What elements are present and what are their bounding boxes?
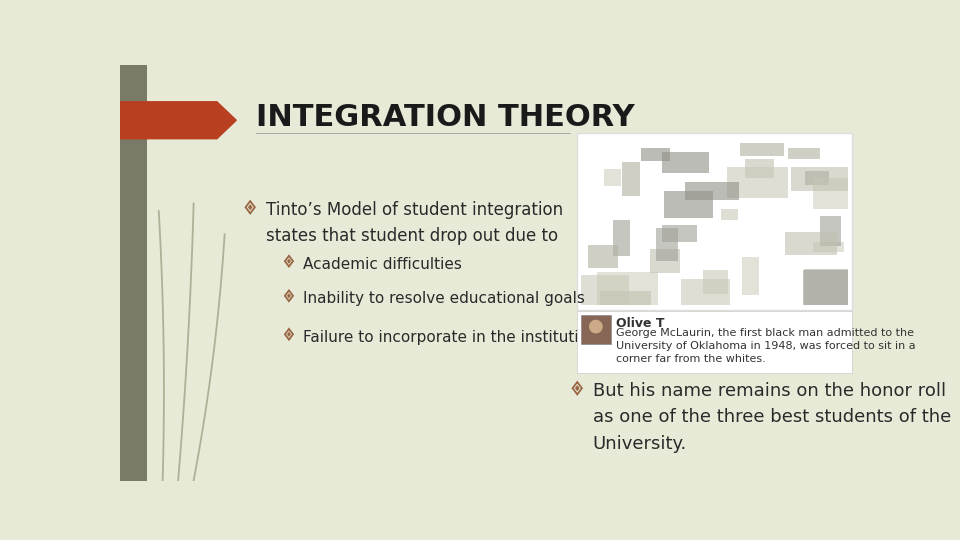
Polygon shape xyxy=(120,102,236,139)
FancyBboxPatch shape xyxy=(681,279,731,305)
FancyBboxPatch shape xyxy=(740,143,783,156)
FancyBboxPatch shape xyxy=(788,147,821,159)
FancyBboxPatch shape xyxy=(791,167,848,191)
FancyBboxPatch shape xyxy=(641,148,670,161)
FancyBboxPatch shape xyxy=(684,181,739,200)
Text: Tinto’s Model of student integration
states that student drop out due to: Tinto’s Model of student integration sta… xyxy=(266,201,563,246)
FancyBboxPatch shape xyxy=(813,242,844,252)
FancyBboxPatch shape xyxy=(703,271,728,294)
FancyBboxPatch shape xyxy=(120,65,147,481)
FancyBboxPatch shape xyxy=(581,275,630,305)
Text: Olive T: Olive T xyxy=(616,318,664,330)
Text: Academic difficulties: Academic difficulties xyxy=(303,256,462,272)
FancyBboxPatch shape xyxy=(650,249,680,273)
FancyBboxPatch shape xyxy=(745,159,774,178)
Polygon shape xyxy=(575,385,580,392)
Polygon shape xyxy=(572,382,582,394)
Text: But his name remains on the honor roll
as one of the three best students of the
: But his name remains on the honor roll a… xyxy=(592,382,951,453)
FancyBboxPatch shape xyxy=(662,152,709,173)
Text: George McLaurin, the first black man admitted to the
University of Oklahoma in 1: George McLaurin, the first black man adm… xyxy=(616,328,916,364)
Polygon shape xyxy=(248,204,252,211)
Polygon shape xyxy=(287,332,291,337)
Polygon shape xyxy=(287,259,291,264)
FancyBboxPatch shape xyxy=(728,167,788,198)
FancyBboxPatch shape xyxy=(742,257,758,295)
Text: Inability to resolve educational goals: Inability to resolve educational goals xyxy=(303,291,585,306)
FancyBboxPatch shape xyxy=(600,291,651,305)
FancyBboxPatch shape xyxy=(661,225,698,242)
FancyBboxPatch shape xyxy=(804,269,848,305)
FancyBboxPatch shape xyxy=(580,135,850,307)
Polygon shape xyxy=(285,291,293,301)
FancyBboxPatch shape xyxy=(577,311,852,373)
FancyBboxPatch shape xyxy=(597,273,658,305)
FancyBboxPatch shape xyxy=(813,178,848,209)
FancyBboxPatch shape xyxy=(785,232,837,254)
FancyBboxPatch shape xyxy=(577,132,852,309)
FancyBboxPatch shape xyxy=(656,228,678,261)
Polygon shape xyxy=(285,256,293,267)
Polygon shape xyxy=(246,201,254,213)
Polygon shape xyxy=(287,293,291,299)
Text: Failure to incorporate in the institution: Failure to incorporate in the institutio… xyxy=(303,330,597,345)
Polygon shape xyxy=(285,329,293,340)
FancyBboxPatch shape xyxy=(604,168,621,186)
FancyBboxPatch shape xyxy=(721,208,737,220)
FancyBboxPatch shape xyxy=(612,220,630,256)
FancyBboxPatch shape xyxy=(581,315,611,345)
FancyBboxPatch shape xyxy=(663,191,713,218)
FancyBboxPatch shape xyxy=(588,245,618,268)
FancyBboxPatch shape xyxy=(803,271,848,305)
FancyBboxPatch shape xyxy=(820,217,841,246)
FancyBboxPatch shape xyxy=(622,162,640,196)
Circle shape xyxy=(589,320,602,333)
FancyBboxPatch shape xyxy=(804,172,828,185)
Text: INTEGRATION THEORY: INTEGRATION THEORY xyxy=(255,103,635,132)
